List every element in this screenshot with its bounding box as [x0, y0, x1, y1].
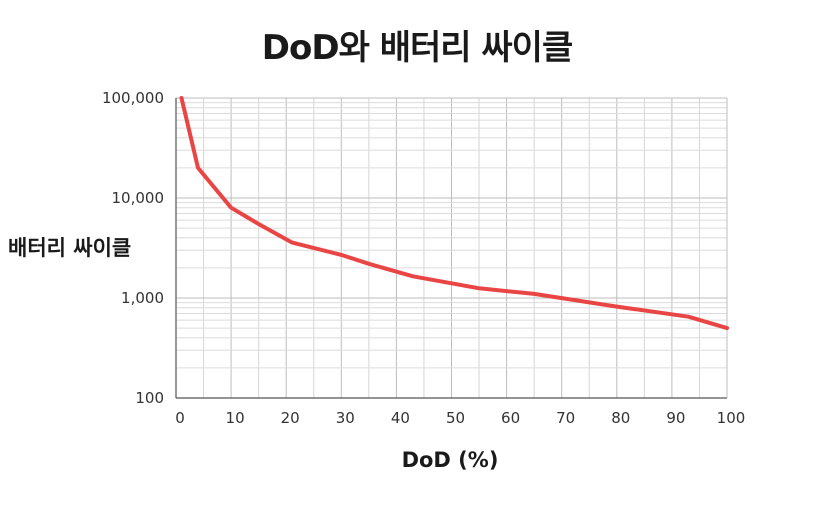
- axes: [175, 98, 728, 399]
- x-tick-label: 90: [666, 409, 685, 427]
- x-tick-label: 50: [446, 409, 465, 427]
- y-tick-labels: 100 1,000 10,000 100,000: [102, 89, 164, 407]
- x-axis-label: DoD (%): [401, 448, 499, 472]
- y-tick-label: 100: [135, 389, 164, 407]
- x-tick-label: 10: [226, 409, 245, 427]
- grid: [175, 97, 728, 399]
- series: [179, 96, 729, 331]
- y-axis-label: 배터리 싸이클: [8, 236, 132, 260]
- x-tick-labels: 0 10 20 30 40 50 60 70 80 90 100: [175, 409, 745, 427]
- series-line: [179, 96, 729, 331]
- x-tick-label: 100: [717, 409, 746, 427]
- chart-title: DoD와 배터리 싸이클: [261, 28, 573, 68]
- y-tick-label: 100,000: [102, 89, 164, 107]
- y-tick-label: 10,000: [112, 189, 165, 207]
- x-tick-label: 60: [501, 409, 520, 427]
- x-tick-label: 30: [336, 409, 355, 427]
- x-tick-label: 80: [611, 409, 630, 427]
- x-tick-label: 0: [175, 409, 185, 427]
- x-tick-label: 40: [391, 409, 410, 427]
- x-tick-label: 20: [281, 409, 300, 427]
- y-tick-label: 1,000: [121, 289, 164, 307]
- x-tick-label: 70: [556, 409, 575, 427]
